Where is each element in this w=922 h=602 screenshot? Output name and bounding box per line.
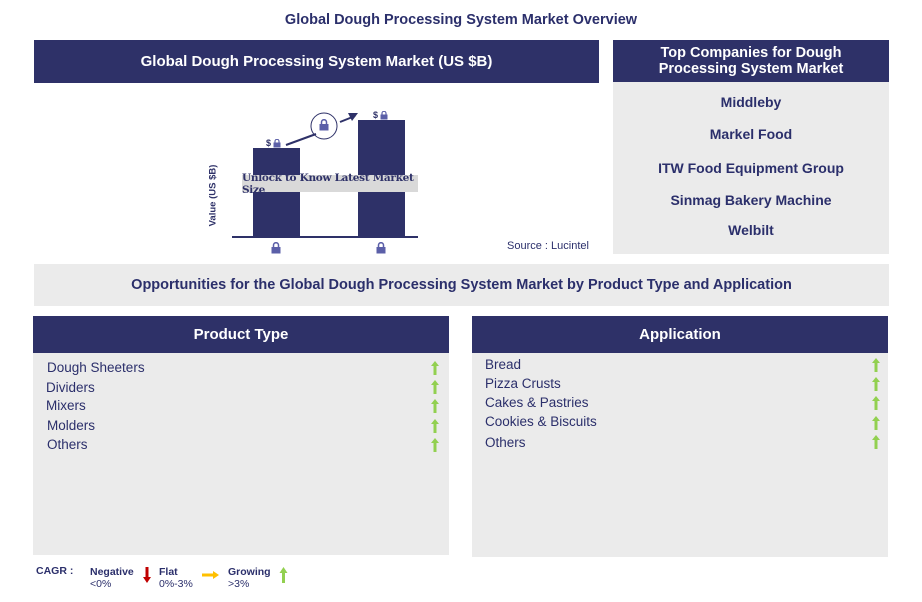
lock-icon [380,110,388,119]
growing-arrow-icon [872,396,880,410]
market-size-chart: Value (US $B) $ $ Unlock to Know Latest … [200,90,440,260]
bar-start-year [253,148,300,237]
growing-arrow-icon [872,377,880,391]
dollar-sign: $ [266,138,272,148]
cagr-lock-icon [319,119,329,131]
company-item: Markel Food [709,126,793,142]
application-item: Pizza Crusts [485,376,561,391]
legend-growing-range: >3% [228,578,250,590]
growing-arrow-icon [431,380,439,394]
growing-arrow-icon [431,438,439,452]
dollar-sign: $ [373,110,379,120]
legend-flat-range: 0%-3% [159,578,193,590]
bar-value-label-start: $ [266,138,281,148]
top-companies-header: Top Companies for Dough Processing Syste… [613,40,889,82]
application-item: Cookies & Biscuits [485,414,597,429]
product-type-item: Dough Sheeters [47,360,145,375]
legend-growing: Growing >3% [228,566,271,590]
growing-arrow-icon [872,435,880,449]
x-label-lock-icon [271,242,281,254]
product-type-list: Dough Sheeters Dividers Mixers Molders O… [33,353,449,555]
market-chart-header: Global Dough Processing System Market (U… [34,40,599,83]
legend-negative: Negative <0% [90,566,134,590]
cagr-legend-label: CAGR : [36,565,74,577]
lock-icon [273,138,281,147]
product-type-item: Others [47,437,88,452]
growing-arrow-icon [872,416,880,430]
application-item: Bread [485,357,522,372]
legend-negative-range: <0% [90,578,112,590]
arrow-down-icon [143,567,151,583]
growth-arrow-icon [285,112,358,146]
company-item: Sinmag Bakery Machine [670,192,832,208]
top-companies-title-line1: Top Companies for Dough [660,45,842,61]
legend-flat-name: Flat [159,566,178,578]
product-type-item: Dividers [46,380,95,395]
application-list: Bread Pizza Crusts Cakes & Pastries Cook… [472,353,888,557]
bar-value-label-end: $ [373,110,388,120]
top-companies-title-line2: Processing System Market [658,61,844,77]
legend-growing-name: Growing [228,566,271,578]
growing-arrow-icon [431,361,439,375]
product-type-item: Molders [47,418,96,433]
legend-negative-name: Negative [90,566,134,578]
page-title: Global Dough Processing System Market Ov… [284,12,638,28]
application-item: Cakes & Pastries [485,395,589,410]
source-label: Source : Lucintel [507,240,589,252]
legend-flat: Flat 0%-3% [159,566,193,590]
company-item: Welbilt [728,222,774,238]
product-type-item: Mixers [46,398,86,413]
growing-arrow-icon [431,419,439,433]
unlock-market-size-button[interactable]: Unlock to Know Latest Market Size [242,172,418,196]
growing-arrow-icon [872,358,880,372]
x-label-lock-icon [376,242,386,254]
arrow-right-icon [202,571,219,579]
company-item: Middleby [720,94,782,110]
application-item: Others [485,435,526,450]
growing-arrow-icon [431,399,439,413]
application-header: Application [472,316,888,353]
company-item: ITW Food Equipment Group [658,160,844,176]
x-axis-line [232,236,418,238]
arrow-up-icon [279,567,288,583]
top-companies-list: Middleby Markel Food ITW Food Equipment … [613,82,889,254]
product-type-header: Product Type [33,316,449,353]
opportunities-header: Opportunities for the Global Dough Proce… [34,264,889,306]
